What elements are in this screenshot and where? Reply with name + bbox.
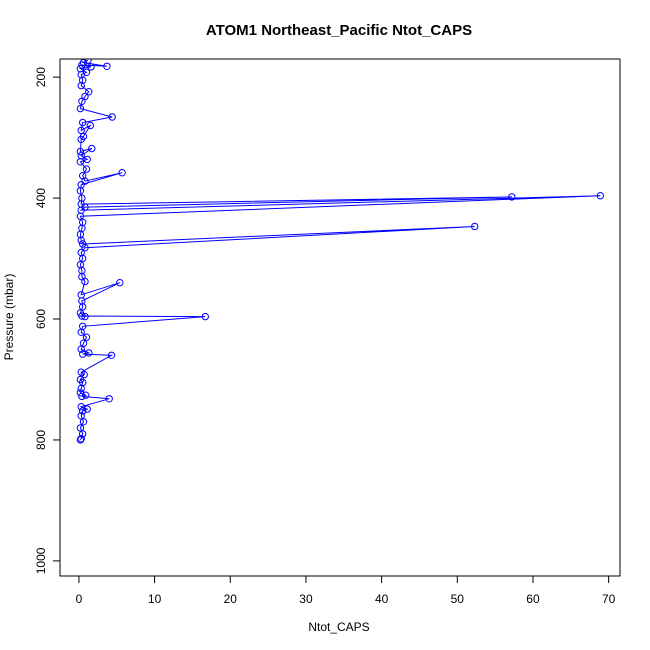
data-point xyxy=(596,192,604,200)
data-point xyxy=(76,375,85,384)
data-point xyxy=(86,121,95,130)
data-point xyxy=(103,62,111,71)
data-point xyxy=(85,349,93,357)
data-point xyxy=(79,118,87,127)
data-point xyxy=(85,88,93,96)
data-point xyxy=(79,339,88,347)
x-tick-label: 30 xyxy=(299,592,313,606)
data-point xyxy=(118,169,126,177)
data-point xyxy=(76,424,85,432)
x-tick-label: 60 xyxy=(526,592,540,606)
data-point xyxy=(105,395,113,403)
x-tick-label: 50 xyxy=(451,592,465,606)
data-point xyxy=(77,81,85,90)
data-point xyxy=(81,312,89,321)
series-layer xyxy=(76,59,604,444)
data-point xyxy=(79,407,87,415)
data-point xyxy=(88,144,96,153)
y-tick-label: 600 xyxy=(34,309,48,329)
data-point xyxy=(78,392,86,401)
data-point xyxy=(79,172,87,180)
data-point xyxy=(84,59,92,64)
y-tick-label: 800 xyxy=(34,430,48,450)
data-point xyxy=(77,181,85,189)
data-point xyxy=(108,113,116,121)
y-tick-label: 200 xyxy=(34,67,48,87)
data-point xyxy=(77,248,85,257)
data-point xyxy=(82,333,91,341)
data-point xyxy=(81,244,89,252)
data-point xyxy=(78,194,86,202)
data-point xyxy=(77,412,85,420)
x-tick-label: 20 xyxy=(224,592,238,606)
y-axis-label: Pressure (mbar) xyxy=(2,274,16,361)
chart-title: ATOM1 Northeast_Pacific Ntot_CAPS xyxy=(206,22,472,39)
x-tick-label: 10 xyxy=(148,592,162,606)
data-point xyxy=(82,68,91,77)
data-point xyxy=(79,240,87,248)
data-point xyxy=(508,193,516,201)
data-point xyxy=(471,222,479,231)
data-point xyxy=(79,322,87,330)
data-point xyxy=(116,279,124,287)
data-point xyxy=(81,92,89,101)
data-point xyxy=(77,403,85,411)
x-axis-label: Ntot_CAPS xyxy=(308,620,369,634)
data-point xyxy=(87,63,95,71)
x-tick-label: 70 xyxy=(602,592,616,606)
data-point xyxy=(77,368,85,376)
series-line xyxy=(78,59,601,441)
data-point xyxy=(77,435,85,443)
y-tick-label: 400 xyxy=(34,188,48,208)
data-point xyxy=(76,309,85,317)
data-point xyxy=(77,291,85,299)
data-point xyxy=(82,165,91,173)
data-point xyxy=(77,152,85,160)
x-tick-label: 0 xyxy=(76,592,83,606)
data-point xyxy=(107,351,116,359)
x-tick-label: 40 xyxy=(375,592,389,606)
data-point xyxy=(76,147,85,156)
data-point xyxy=(201,312,210,321)
data-point xyxy=(76,104,85,113)
data-point xyxy=(76,65,85,73)
y-axis: 200 400 600 800 1000 xyxy=(34,67,61,574)
y-tick-label: 1000 xyxy=(34,547,48,574)
data-point xyxy=(79,218,87,227)
data-point xyxy=(79,76,87,84)
data-point xyxy=(76,389,85,397)
data-point xyxy=(76,260,85,269)
data-point xyxy=(77,126,85,135)
x-axis: 0 10 20 30 40 50 60 70 xyxy=(76,575,616,606)
data-point xyxy=(83,155,91,164)
